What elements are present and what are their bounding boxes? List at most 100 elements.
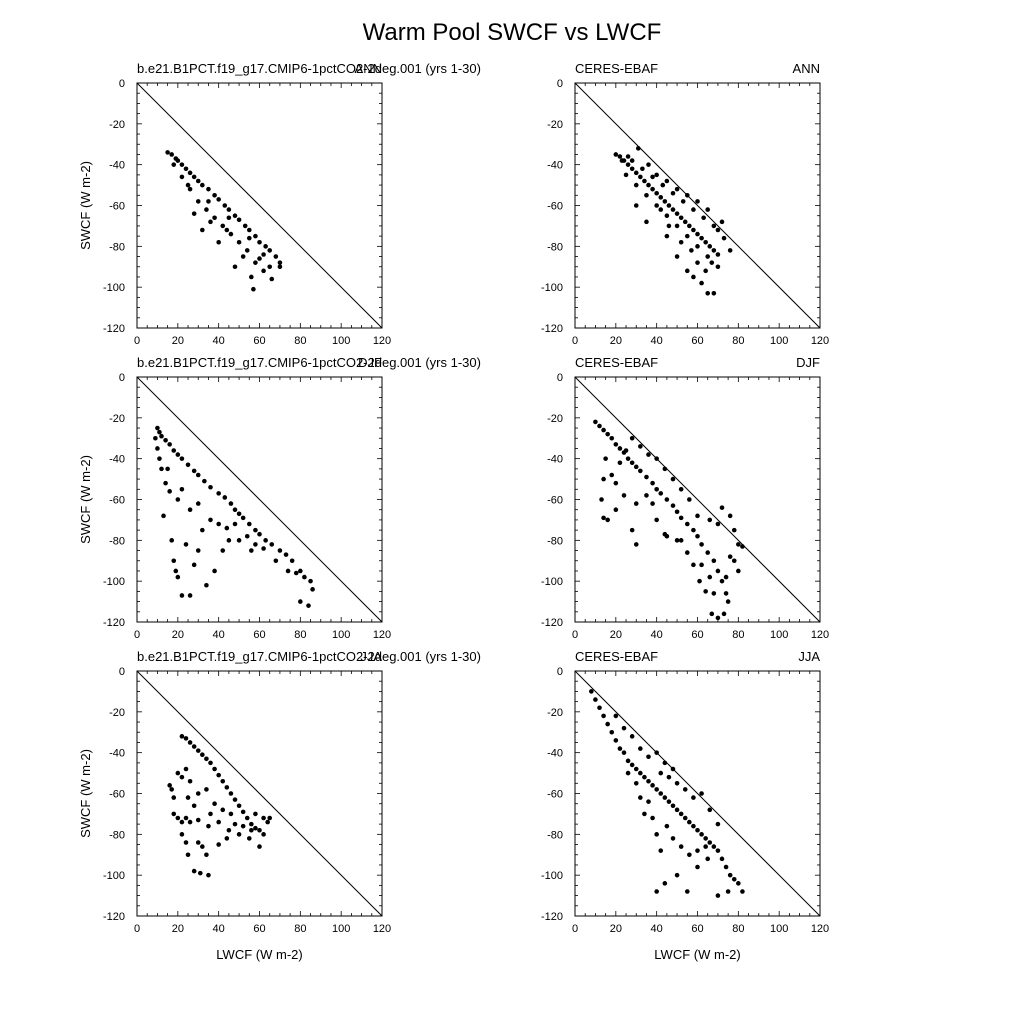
scatter-point — [633, 780, 639, 786]
scatter-point — [727, 872, 733, 878]
scatter-point — [183, 542, 189, 547]
scatter-point — [175, 452, 181, 457]
scatter-point — [613, 480, 619, 486]
y-tick-label: -60 — [109, 201, 125, 213]
scatter-point — [246, 521, 252, 527]
scatter-point — [171, 162, 177, 167]
scatter-point — [695, 199, 700, 204]
scatter-point — [246, 227, 252, 233]
scatter-point — [662, 199, 668, 204]
scatter-point — [601, 713, 606, 719]
scatter-point — [197, 870, 203, 876]
y-tick-label: -60 — [109, 495, 125, 507]
scatter-point — [703, 239, 708, 245]
y-tick-label: -20 — [547, 119, 563, 131]
x-tick-label: 120 — [373, 335, 391, 347]
scatter-point — [261, 268, 266, 274]
scatter-point — [658, 791, 664, 796]
y-tick-label: -120 — [541, 911, 563, 923]
scatter-point — [723, 591, 729, 596]
scatter-point — [212, 801, 217, 807]
scatter-point — [204, 787, 209, 792]
scatter-point — [208, 517, 213, 523]
scatter-point — [249, 548, 254, 553]
x-tick-label: 100 — [332, 335, 350, 347]
scatter-point — [670, 766, 676, 772]
x-axis-label: LWCF (W m-2) — [216, 947, 302, 962]
scatter-point — [695, 864, 700, 870]
scatter-point — [709, 611, 715, 617]
x-tick-label: 120 — [811, 629, 829, 641]
panel-title-right: ANN — [355, 61, 382, 76]
scatter-point — [204, 756, 209, 762]
scatter-point — [171, 558, 177, 564]
scatter-point — [224, 785, 230, 790]
scatter-point — [691, 562, 696, 568]
scatter-point — [625, 154, 631, 159]
scatter-point — [228, 811, 234, 817]
scatter-point — [646, 452, 651, 457]
scatter-point — [633, 203, 639, 208]
scatter-point — [169, 152, 175, 157]
scatter-point — [625, 162, 631, 167]
scatter-point — [691, 274, 696, 280]
y-tick-label: -120 — [541, 323, 563, 335]
scatter-point — [642, 774, 647, 780]
scatter-point — [167, 783, 172, 788]
panel-2: 0 20 40 60 80 100 120 0 -20 -40 -60 -80 -100 -120 b.e2… — [78, 355, 481, 641]
scatter-point — [680, 199, 686, 204]
figure-title: Warm Pool SWCF vs LWCF — [363, 19, 662, 46]
x-tick-label: 80 — [732, 923, 744, 935]
scatter-point — [242, 223, 248, 229]
scatter-point — [216, 772, 221, 778]
scatter-point — [658, 195, 664, 200]
scatter-points — [593, 419, 745, 621]
scatter-point — [629, 435, 635, 441]
y-tick-label: -60 — [547, 789, 563, 801]
scatter-point — [654, 203, 659, 208]
scatter-point — [691, 527, 696, 533]
x-tick-label: 100 — [332, 923, 350, 935]
scatter-point — [253, 260, 258, 265]
scatter-point — [715, 615, 721, 621]
scatter-point — [691, 207, 696, 212]
x-tick-label: 0 — [572, 923, 578, 935]
scatter-point — [695, 533, 700, 539]
scatter-point — [208, 811, 213, 817]
scatter-point — [682, 219, 688, 225]
scatter-point — [707, 840, 713, 845]
scatter-point — [662, 760, 668, 766]
scatter-point — [678, 239, 684, 245]
scatter-point — [662, 466, 668, 472]
scatter-point — [635, 146, 641, 151]
scatter-point — [599, 497, 604, 502]
scatter-point — [678, 215, 684, 221]
scatter-point — [244, 248, 250, 253]
scatter-point — [589, 689, 594, 694]
scatter-point — [727, 554, 733, 559]
scatter-point — [678, 844, 684, 849]
scatter-point — [703, 844, 708, 849]
x-tick-label: 0 — [572, 335, 578, 347]
scatter-point — [183, 766, 189, 772]
scatter-point — [721, 235, 727, 241]
scatter-point — [674, 223, 680, 229]
scatter-point — [640, 166, 645, 172]
scatter-point — [711, 290, 717, 296]
y-tick-label: -120 — [103, 323, 125, 335]
y-tick-label: -100 — [103, 870, 125, 882]
scatter-point — [179, 734, 185, 739]
scatter-point — [179, 174, 185, 180]
scatter-point — [253, 233, 258, 239]
scatter-point — [684, 268, 690, 274]
scatter-point — [204, 582, 209, 588]
y-tick-label: -80 — [109, 535, 125, 547]
scatter-point — [629, 734, 635, 739]
panel-title-left: b.e21.B1PCT.f19_g17.CMIP6-1pctCO2-2deg.0… — [137, 649, 481, 664]
scatter-point — [310, 587, 315, 592]
scatter-point — [646, 162, 651, 167]
reference-line — [136, 376, 383, 623]
x-tick-label: 60 — [691, 629, 703, 641]
scatter-point — [171, 448, 177, 453]
